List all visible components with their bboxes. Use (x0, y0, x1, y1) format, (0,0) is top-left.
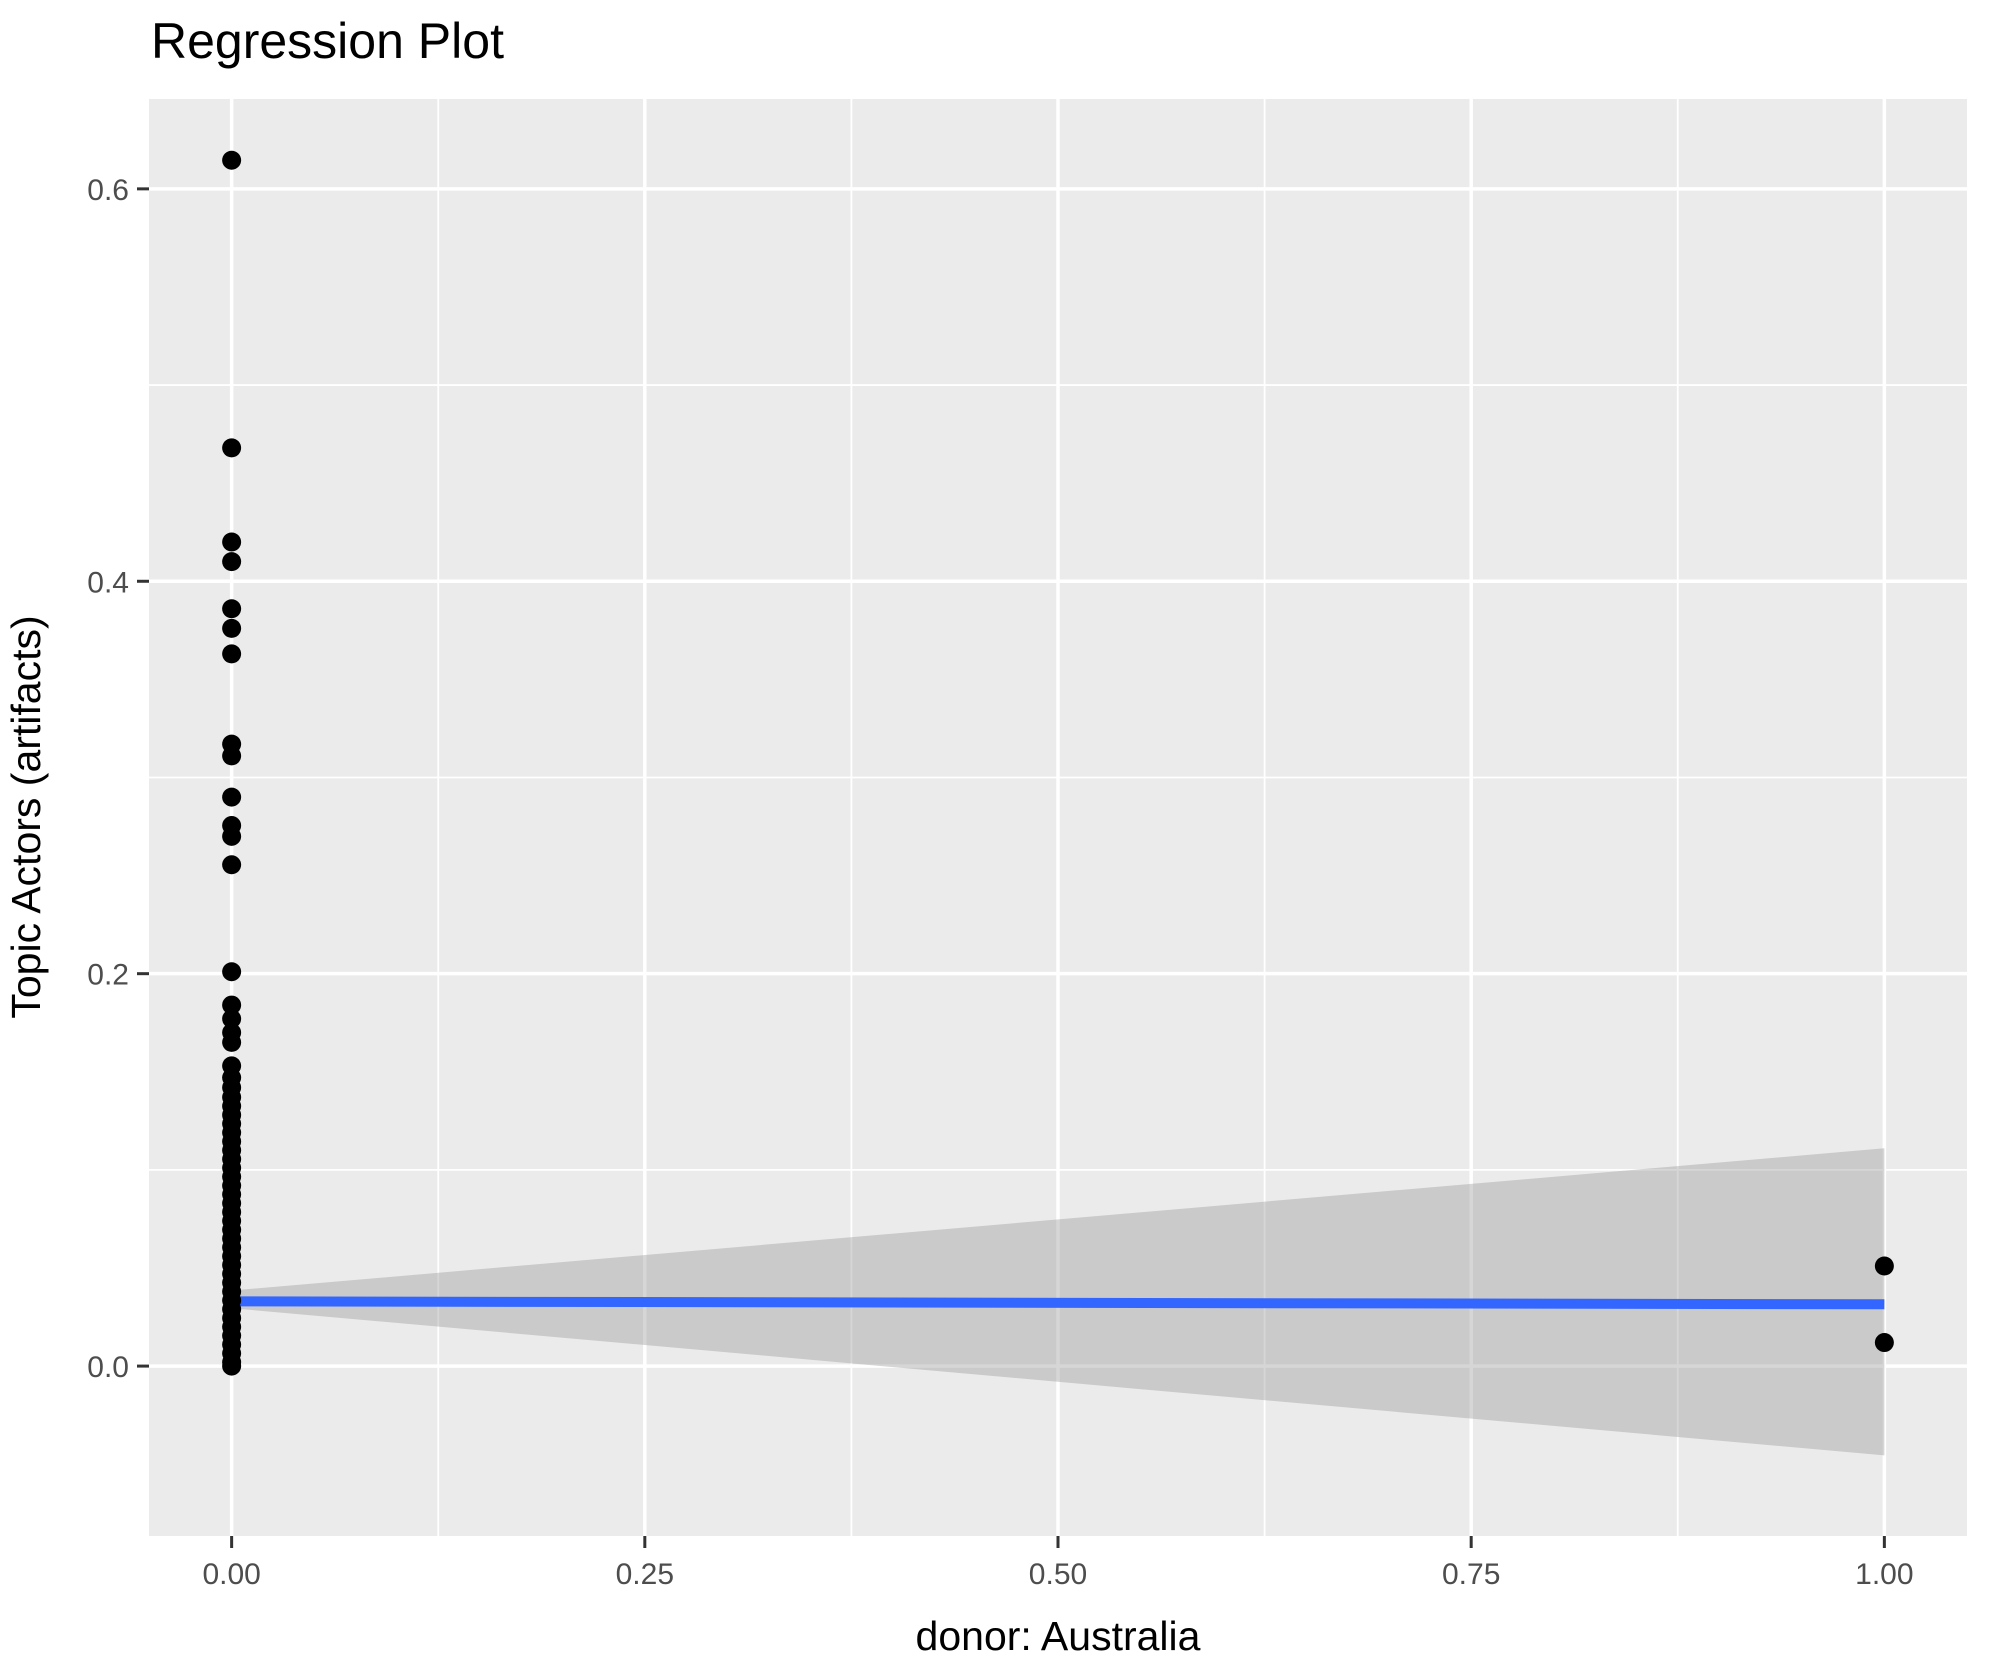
x-tick-label: 0.75 (1442, 1558, 1500, 1591)
data-point (222, 552, 242, 572)
data-point (222, 855, 242, 875)
major-gridlines (149, 99, 1967, 1536)
x-tick-label: 1.00 (1855, 1558, 1913, 1591)
data-point (222, 438, 242, 458)
y-axis-title: Topic Actors (artifacts) (3, 615, 49, 1018)
regression-line (231, 1296, 1885, 1310)
y-tick-label: 0.6 (87, 174, 129, 207)
x-axis-title: donor: Australia (916, 1613, 1201, 1659)
data-point (222, 1009, 242, 1029)
data-point (222, 962, 242, 982)
regression-line-layer (231, 1296, 1885, 1310)
scatter-points-layer (222, 150, 1894, 1376)
axis-tick-marks (137, 187, 1886, 1548)
data-point (222, 644, 242, 664)
y-tick-label: 0.4 (87, 566, 129, 599)
data-point (222, 532, 242, 552)
data-point (1874, 1256, 1894, 1276)
y-axis-tick-labels: 0.0 0.2 0.4 0.6 (87, 174, 129, 1384)
data-point (222, 746, 242, 766)
data-point (222, 599, 242, 619)
x-axis-tick-labels: 0.00 0.25 0.50 0.75 1.00 (202, 1558, 1913, 1591)
data-point (222, 150, 242, 170)
data-point (1874, 1333, 1894, 1353)
data-point (222, 826, 242, 846)
x-tick-label: 0.00 (202, 1558, 260, 1591)
data-point (222, 1032, 242, 1052)
plot-title: Regression Plot (151, 13, 504, 69)
y-tick-label: 0.0 (87, 1351, 129, 1384)
data-point (222, 1356, 242, 1376)
data-point (222, 995, 242, 1015)
x-tick-label: 0.50 (1029, 1558, 1087, 1591)
data-point (222, 787, 242, 807)
x-tick-label: 0.25 (616, 1558, 674, 1591)
data-point (222, 618, 242, 638)
y-tick-label: 0.2 (87, 959, 129, 992)
